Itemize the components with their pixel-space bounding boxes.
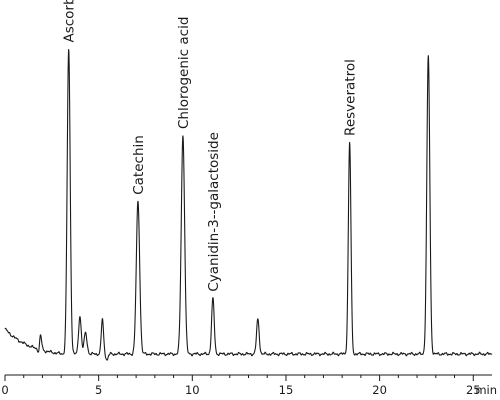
peak-label-2: Chlorogenic acid [176, 17, 192, 129]
x-tick-label-20: 20 [372, 383, 387, 397]
peak-label-0: Ascorbic acid [62, 0, 78, 43]
peak-label-1: Catechin [131, 135, 147, 195]
x-tick-label-15: 15 [279, 383, 294, 397]
x-tick-label-5: 5 [95, 383, 102, 397]
trace-layer [4, 49, 493, 361]
peak-labels: Ascorbic acid Catechin Chlorogenic acid Cya… [62, 0, 359, 292]
x-tick-label-0: 0 [1, 383, 8, 397]
peak-label-4: Resveratrol [343, 59, 359, 136]
x-tick-label-25: 25 [466, 383, 481, 397]
x-tick-label-10: 10 [185, 383, 200, 397]
peak-label-3: Cyanidin-3--galactoside [206, 132, 222, 292]
chromatogram-trace [4, 49, 493, 361]
x-axis-unit: min [475, 383, 497, 397]
